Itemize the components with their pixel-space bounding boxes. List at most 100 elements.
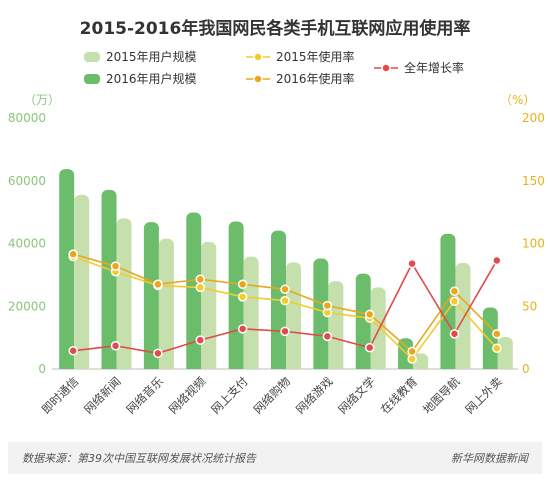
point-annual-growth — [110, 341, 121, 351]
bar-2015-user-scale — [243, 256, 259, 369]
x-tick-label: 网上外卖 — [463, 374, 505, 416]
bar-2016-base — [186, 363, 202, 369]
bar-2015-base — [455, 363, 471, 369]
y-tick-right: 0 — [522, 362, 530, 376]
bar-2016-base — [228, 363, 244, 369]
y-tick-left: 40000 — [8, 237, 46, 251]
bar-2015-user-scale — [370, 287, 386, 369]
bar-2015-base — [497, 363, 513, 369]
footer-brand: 新华网数据新闻 — [451, 452, 528, 465]
bar-2015-user-scale — [201, 241, 217, 369]
y-tick-left: 60000 — [8, 174, 46, 188]
bar-2016-user-scale — [101, 189, 117, 369]
point-2016-usage-rate — [280, 284, 290, 295]
bar-2016-user-scale — [59, 169, 75, 369]
y-tick-right: 200 — [522, 111, 545, 125]
category-labels: 即时通信 网络新闻 网络音乐 网络视频 网上支付 网络购物 网络游戏 网络文学 在线教育 地图导航… — [39, 374, 505, 417]
point-annual-growth — [407, 258, 417, 269]
x-tick-label: 即时通信 — [39, 374, 81, 416]
x-tick-label: 网络视频 — [166, 374, 209, 417]
lines — [68, 249, 502, 364]
legend: 2015年用户规模 2016年用户规模 2015年使用率 2016年使用率 全年增长率 — [84, 49, 464, 86]
x-tick-label: 网络新闻 — [81, 374, 123, 416]
bar-2015-user-scale — [116, 218, 132, 369]
point-annual-growth — [364, 342, 375, 353]
x-tick-label: 网上支付 — [208, 374, 250, 416]
point-2016-usage-rate — [492, 329, 502, 339]
bar-2016-user-scale — [186, 212, 202, 369]
point-2016-usage-rate — [153, 279, 163, 290]
point-2015-usage-rate — [195, 282, 206, 293]
point-annual-growth — [492, 255, 502, 266]
bar-2015-base — [116, 363, 132, 369]
point-2016-usage-rate — [364, 309, 375, 320]
legend-label: 2016年用户规模 — [106, 71, 197, 86]
x-tick-label: 地图导航 — [420, 374, 463, 417]
bar-2016-base — [398, 363, 414, 369]
point-2016-usage-rate — [237, 279, 248, 290]
y-tick-right: 150 — [522, 174, 545, 188]
chart-title: 2015-2016年我国网民各类手机互联网应用使用率 — [80, 18, 471, 39]
y-axis-left-unit: （万） — [24, 93, 60, 107]
legend-label: 2015年使用率 — [276, 49, 355, 64]
bar-2016-user-scale — [143, 222, 159, 369]
legend-swatch-point — [253, 74, 263, 84]
bar-2015-user-scale — [328, 281, 344, 369]
bar-2015-base — [370, 363, 386, 369]
footer-source: 数据来源：第39次中国互联网发展状况统计报告 — [22, 452, 256, 465]
bar-2015-user-scale — [497, 336, 513, 369]
point-2015-usage-rate — [237, 292, 248, 302]
legend-swatch-point — [381, 63, 391, 73]
bar-2015-base — [413, 363, 429, 369]
point-annual-growth — [153, 348, 163, 359]
bar-2016-base — [59, 363, 75, 369]
bar-2016-base — [482, 363, 498, 369]
x-tick-label: 网络购物 — [251, 374, 293, 416]
legend-swatch-point — [253, 52, 263, 62]
bar-2016-base — [271, 363, 286, 369]
x-tick-label: 网络游戏 — [293, 374, 336, 417]
y-tick-left: 20000 — [8, 299, 46, 313]
point-annual-growth — [68, 346, 78, 356]
bar-2015-base — [201, 363, 217, 369]
bar-2016-base — [355, 363, 371, 369]
point-2016-usage-rate — [407, 346, 417, 357]
bar-2016-base — [101, 363, 117, 369]
point-annual-growth — [322, 331, 333, 342]
y-tick-left: 0 — [38, 362, 46, 376]
bar-2015-user-scale — [158, 238, 174, 369]
point-2015-usage-rate — [280, 295, 290, 306]
bar-2016-base — [440, 363, 456, 369]
y-tick-right: 50 — [522, 299, 537, 313]
legend-label: 2016年使用率 — [276, 71, 355, 86]
x-tick-label: 网络文学 — [335, 374, 377, 416]
x-tick-label: 网络音乐 — [124, 374, 167, 417]
point-2015-usage-rate — [449, 296, 460, 306]
point-2016-usage-rate — [110, 261, 121, 271]
point-2016-usage-rate — [68, 249, 78, 259]
bar-2015-base — [328, 363, 344, 369]
y-axis-right-unit: （%） — [500, 93, 535, 107]
y-tick-left: 80000 — [8, 111, 46, 125]
bar-2015-user-scale — [286, 262, 301, 369]
bar-2015-base — [158, 363, 174, 369]
x-tick-label: 在线教育 — [378, 374, 420, 416]
bar-2016-user-scale — [313, 258, 329, 369]
point-2016-usage-rate — [195, 274, 206, 285]
legend-swatch-bar — [84, 74, 100, 84]
point-annual-growth — [449, 329, 460, 339]
y-tick-right: 100 — [522, 237, 545, 251]
bar-2015-user-scale — [74, 194, 90, 369]
bar-2015-base — [243, 363, 259, 369]
bar-2016-base — [313, 363, 329, 369]
bar-2016-base — [143, 363, 159, 369]
bar-2015-base — [74, 363, 90, 369]
bars — [59, 169, 513, 369]
point-annual-growth — [195, 335, 206, 345]
legend-label: 2015年用户规模 — [106, 49, 197, 64]
legend-label: 全年增长率 — [404, 60, 464, 75]
point-2016-usage-rate — [322, 300, 333, 311]
bar-2015-base — [286, 363, 301, 369]
point-2016-usage-rate — [449, 286, 460, 296]
